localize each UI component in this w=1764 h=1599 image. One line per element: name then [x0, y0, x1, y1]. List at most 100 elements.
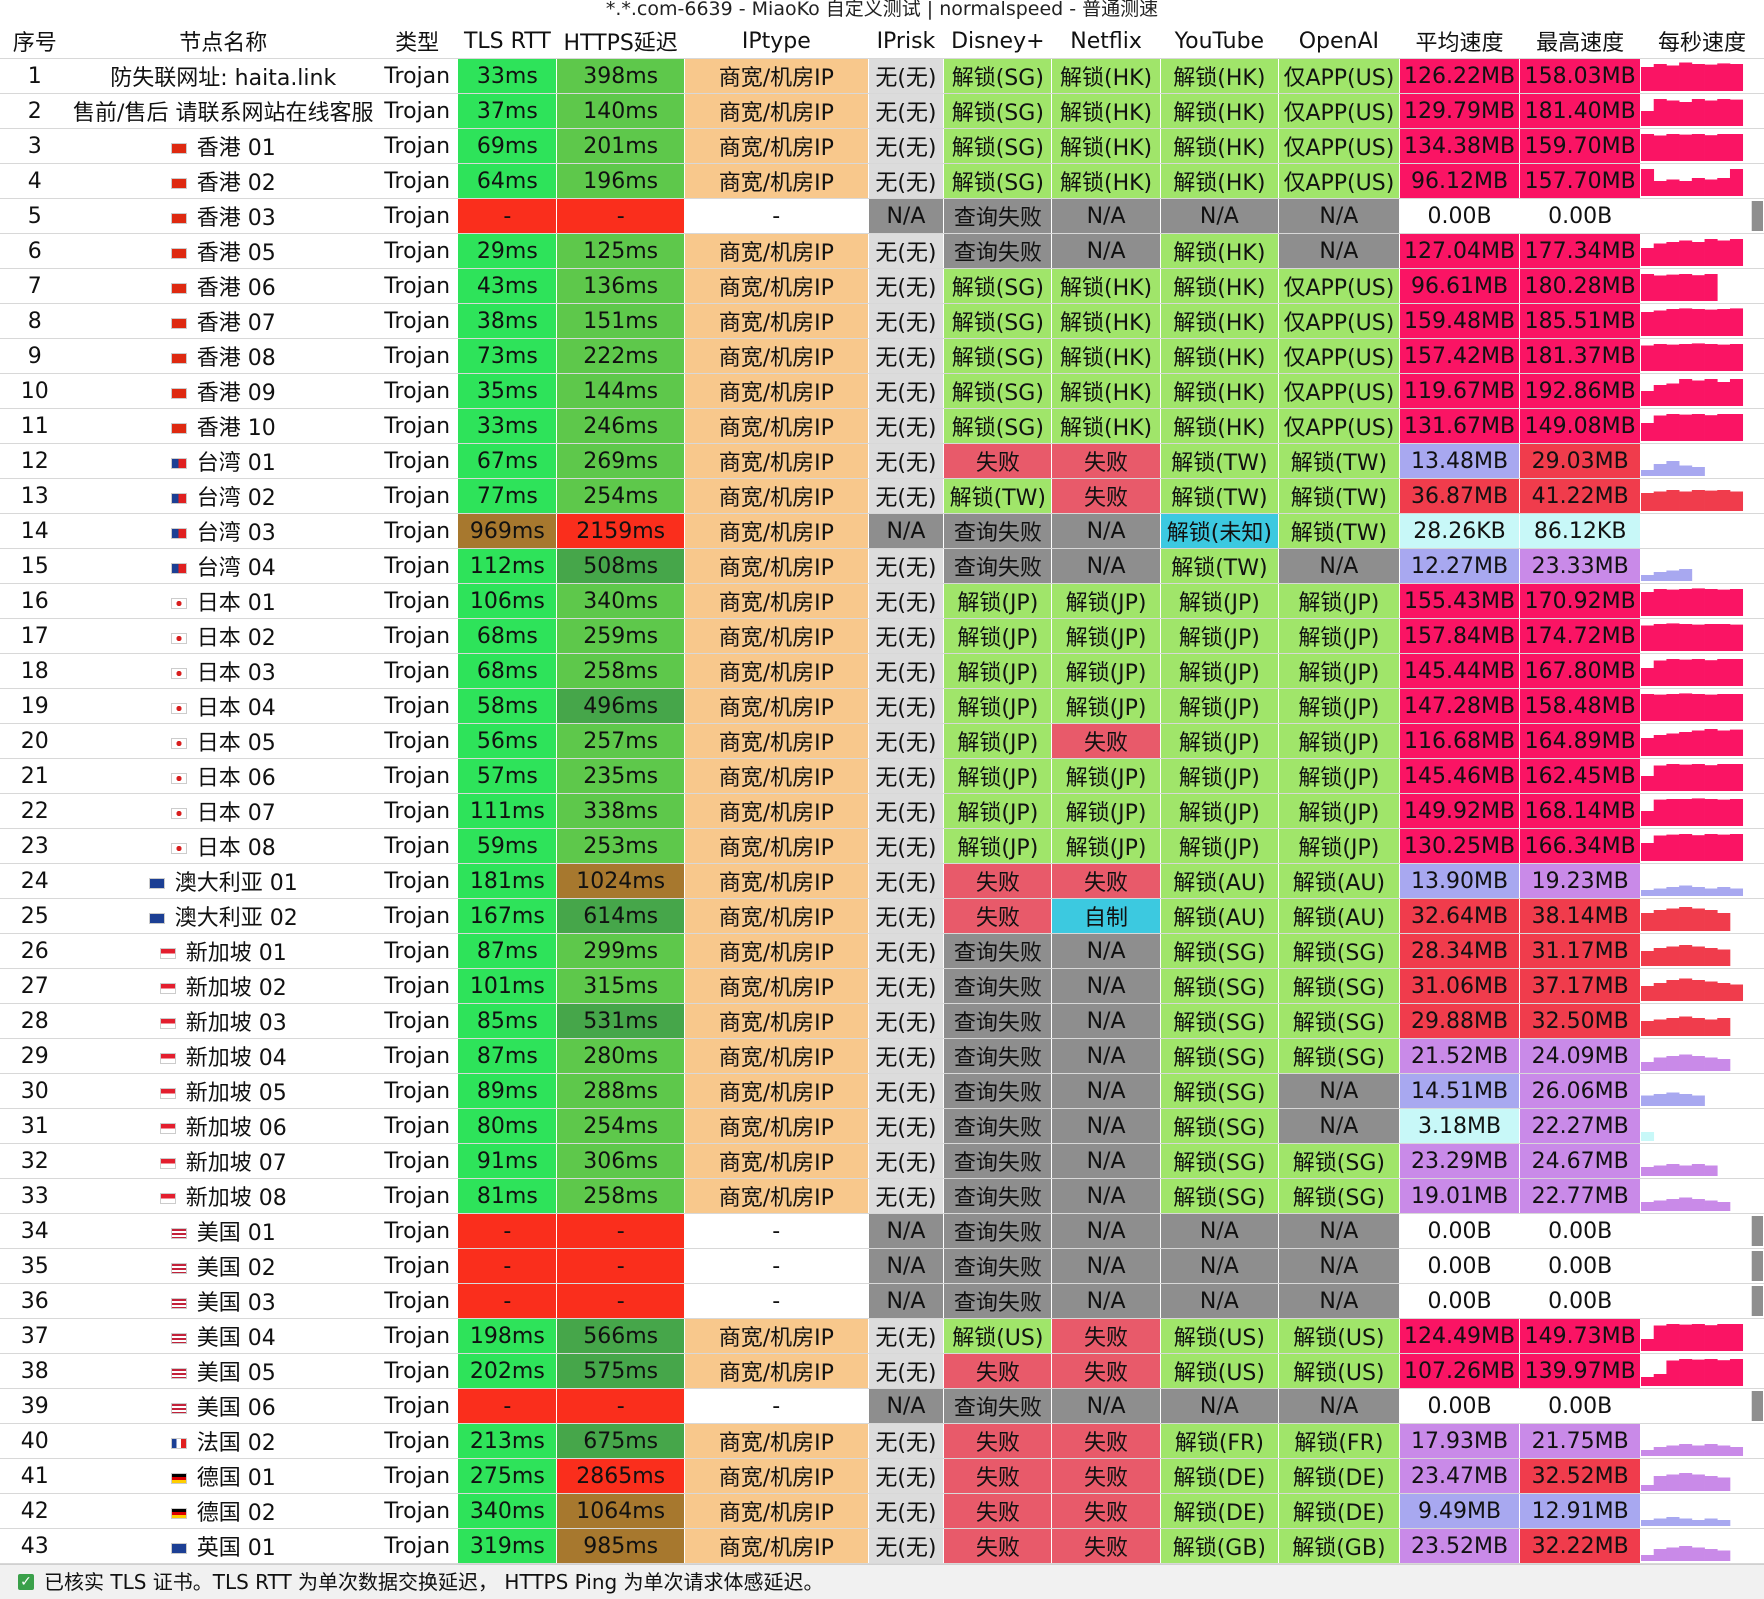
- sparkline-bar: [1653, 735, 1667, 756]
- cell-iptype: 商宽/机房IP: [684, 1528, 869, 1564]
- table-row[interactable]: 33 新加坡 08 Trojan 81ms 258ms 商宽/机房IP 无(无) 查询失败 N/…: [0, 1178, 1764, 1214]
- cell-openai: 仅APP(US): [1278, 128, 1400, 164]
- sparkline-bar: [1729, 888, 1744, 896]
- table-row[interactable]: 32 新加坡 07 Trojan 91ms 306ms 商宽/机房IP 无(无) 查询失败 N/…: [0, 1143, 1764, 1179]
- table-row[interactable]: 3 香港 01 Trojan 69ms 201ms 商宽/机房IP 无(无) 解锁(SG) 解锁…: [0, 128, 1764, 164]
- table-row[interactable]: 29 新加坡 04 Trojan 87ms 280ms 商宽/机房IP 无(无) 查询失败 N/…: [0, 1038, 1764, 1074]
- cell-https: 222ms: [556, 338, 685, 374]
- table-row[interactable]: 20 日本 05 Trojan 56ms 257ms 商宽/机房IP 无(无) 解锁(JP) 失…: [0, 723, 1764, 759]
- column-header[interactable]: HTTPS延迟: [556, 24, 685, 59]
- column-header[interactable]: IPtype: [684, 24, 869, 59]
- table-row[interactable]: 7 香港 06 Trojan 43ms 136ms 商宽/机房IP 无(无) 解锁(SG) 解锁…: [0, 268, 1764, 304]
- column-header[interactable]: YouTube: [1160, 24, 1280, 59]
- flag-icon: [159, 983, 176, 994]
- table-row[interactable]: 12 台湾 01 Trojan 67ms 269ms 商宽/机房IP 无(无) 失败 失败 解锁(…: [0, 443, 1764, 479]
- column-header[interactable]: TLS RTT: [457, 24, 558, 59]
- table-row[interactable]: 26 新加坡 01 Trojan 87ms 299ms 商宽/机房IP 无(无) 查询失败 N/…: [0, 933, 1764, 969]
- column-header[interactable]: 每秒速度: [1640, 24, 1764, 59]
- cell-tls: 38ms: [457, 303, 558, 339]
- table-row[interactable]: 4 香港 02 Trojan 64ms 196ms 商宽/机房IP 无(无) 解锁(SG) 解锁…: [0, 163, 1764, 199]
- table-row[interactable]: 24 澳大利亚 01 Trojan 181ms 1024ms 商宽/机房IP 无(无) 失败失…: [0, 863, 1764, 899]
- cell-disney: 解锁(US): [943, 1318, 1053, 1354]
- cell-iprisk: 无(无): [868, 408, 945, 444]
- cell-netflix: N/A: [1051, 198, 1161, 234]
- cell-avg: 127.04MB: [1399, 233, 1521, 269]
- table-row[interactable]: 40 法国 02 Trojan 213ms 675ms 商宽/机房IP 无(无) 失败 失败 解锁…: [0, 1423, 1764, 1459]
- sparkline-bar: [1653, 344, 1667, 371]
- table-row[interactable]: 30 新加坡 05 Trojan 89ms 288ms 商宽/机房IP 无(无) 查询失败 N/…: [0, 1073, 1764, 1109]
- column-header[interactable]: IPrisk: [868, 24, 945, 59]
- column-header[interactable]: Disney+: [943, 24, 1053, 59]
- cell-iprisk: 无(无): [868, 1423, 945, 1459]
- cell-https: 235ms: [556, 758, 685, 794]
- column-header[interactable]: Netflix: [1051, 24, 1161, 59]
- table-row[interactable]: 2 售前/售后 请联系网站在线客服 Trojan 37ms 140ms 商宽/机房IP 无(…: [0, 93, 1764, 129]
- sparkline-bar: [1666, 461, 1680, 476]
- table-row[interactable]: 21 日本 06 Trojan 57ms 235ms 商宽/机房IP 无(无) 解锁(JP) 解…: [0, 758, 1764, 794]
- cell-type: Trojan: [376, 268, 459, 304]
- cell-tls: 80ms: [457, 1108, 558, 1144]
- cell-name: 法国 02: [69, 1423, 378, 1459]
- cell-https: 299ms: [556, 933, 685, 969]
- cell-tls: 69ms: [457, 128, 558, 164]
- sparkline-bar: [1717, 490, 1731, 511]
- column-header[interactable]: 平均速度: [1399, 24, 1521, 59]
- cell-max: 21.75MB: [1519, 1423, 1641, 1459]
- cell-https: 258ms: [556, 1178, 685, 1214]
- cell-tls: 91ms: [457, 1143, 558, 1179]
- table-row[interactable]: 22 日本 07 Trojan 111ms 338ms 商宽/机房IP 无(无) 解锁(JP)…: [0, 793, 1764, 829]
- table-row[interactable]: 11 香港 10 Trojan 33ms 246ms 商宽/机房IP 无(无) 解锁(SG) 解…: [0, 408, 1764, 444]
- table-row[interactable]: 1 防失联网址: haita.link Trojan 33ms 398ms 商宽/机房IP…: [0, 58, 1764, 94]
- table-row[interactable]: 14 台湾 03 Trojan 969ms 2159ms 商宽/机房IP N/A 查询失败 N/…: [0, 513, 1764, 549]
- speed-sparkline: [1640, 834, 1744, 861]
- table-row[interactable]: 8 香港 07 Trojan 38ms 151ms 商宽/机房IP 无(无) 解锁(SG) 解锁…: [0, 303, 1764, 339]
- column-header[interactable]: 类型: [376, 24, 459, 59]
- table-row[interactable]: 27 新加坡 02 Trojan 101ms 315ms 商宽/机房IP 无(无) 查询失败 N…: [0, 968, 1764, 1004]
- cell-max: 38.14MB: [1519, 898, 1641, 934]
- table-row[interactable]: 15 台湾 04 Trojan 112ms 508ms 商宽/机房IP 无(无) 查询失败 N/…: [0, 548, 1764, 584]
- cell-type: Trojan: [376, 1073, 459, 1109]
- table-row[interactable]: 16 日本 01 Trojan 106ms 340ms 商宽/机房IP 无(无) 解锁(JP)…: [0, 583, 1764, 619]
- table-row[interactable]: 34 美国 01 Trojan - - - N/A 查询失败 N/A N/A N/A 0.00B 0.0…: [0, 1213, 1764, 1249]
- table-row[interactable]: 10 香港 09 Trojan 35ms 144ms 商宽/机房IP 无(无) 解锁(SG) 解…: [0, 373, 1764, 409]
- table-row[interactable]: 17 日本 02 Trojan 68ms 259ms 商宽/机房IP 无(无) 解锁(JP) 解…: [0, 618, 1764, 654]
- cell-name: 日本 03: [69, 653, 378, 689]
- table-row[interactable]: 19 日本 04 Trojan 58ms 496ms 商宽/机房IP 无(无) 解锁(JP) 解…: [0, 688, 1764, 724]
- table-row[interactable]: 41 德国 01 Trojan 275ms 2865ms 商宽/机房IP 无(无) 失败 失败解…: [0, 1458, 1764, 1494]
- table-row[interactable]: 42 德国 02 Trojan 340ms 1064ms 商宽/机房IP 无(无) 失败 失败解…: [0, 1493, 1764, 1529]
- table-row[interactable]: 37 美国 04 Trojan 198ms 566ms 商宽/机房IP 无(无) 解锁(US)…: [0, 1318, 1764, 1354]
- table-row[interactable]: 13 台湾 02 Trojan 77ms 254ms 商宽/机房IP 无(无) 解锁(TW) 失…: [0, 478, 1764, 514]
- table-row[interactable]: 23 日本 08 Trojan 59ms 253ms 商宽/机房IP 无(无) 解锁(JP) 解…: [0, 828, 1764, 864]
- table-row[interactable]: 9 香港 08 Trojan 73ms 222ms 商宽/机房IP 无(无) 解锁(SG) 解锁…: [0, 338, 1764, 374]
- sparkline-bar: [1717, 1360, 1731, 1386]
- column-header[interactable]: 序号: [0, 24, 71, 59]
- table-row[interactable]: 39 美国 06 Trojan - - - N/A 查询失败 N/A N/A N/A 0.00B 0.0…: [0, 1388, 1764, 1424]
- column-header[interactable]: OpenAI: [1278, 24, 1400, 59]
- cell-speed-graph: [1640, 303, 1764, 339]
- flag-icon: [170, 808, 187, 819]
- cell-netflix: N/A: [1051, 1283, 1161, 1319]
- cell-max: 24.67MB: [1519, 1143, 1641, 1179]
- sparkline-bar: [1640, 169, 1655, 196]
- table-row[interactable]: 28 新加坡 03 Trojan 85ms 531ms 商宽/机房IP 无(无) 查询失败 N/…: [0, 1003, 1764, 1039]
- column-header[interactable]: 节点名称: [69, 24, 378, 59]
- cell-netflix: 解锁(JP): [1051, 828, 1161, 864]
- sparkline-bar: [1679, 1359, 1693, 1386]
- table-row[interactable]: 36 美国 03 Trojan - - - N/A 查询失败 N/A N/A N/A 0.00B 0.0…: [0, 1283, 1764, 1319]
- table-row[interactable]: 25 澳大利亚 02 Trojan 167ms 614ms 商宽/机房IP 无(无) 失败 自制…: [0, 898, 1764, 934]
- node-name: 美国 04: [196, 1326, 276, 1351]
- cell-youtube: 解锁(SG): [1160, 968, 1280, 1004]
- table-row[interactable]: 31 新加坡 06 Trojan 80ms 254ms 商宽/机房IP 无(无) 查询失败 N/…: [0, 1108, 1764, 1144]
- table-row[interactable]: 38 美国 05 Trojan 202ms 575ms 商宽/机房IP 无(无) 失败 失败 解锁…: [0, 1353, 1764, 1389]
- table-row[interactable]: 5 香港 03 Trojan - - - N/A 查询失败 N/A N/A N/A 0.00B 0.00…: [0, 198, 1764, 234]
- speed-sparkline: [1640, 343, 1744, 371]
- cell-netflix: 解锁(HK): [1051, 93, 1161, 129]
- table-row[interactable]: 18 日本 03 Trojan 68ms 258ms 商宽/机房IP 无(无) 解锁(JP) 解…: [0, 653, 1764, 689]
- table-row[interactable]: 6 香港 05 Trojan 29ms 125ms 商宽/机房IP 无(无) 查询失败 N/A 解…: [0, 233, 1764, 269]
- cell-tls: 68ms: [457, 618, 558, 654]
- column-header[interactable]: 最高速度: [1519, 24, 1641, 59]
- table-row[interactable]: 35 美国 02 Trojan - - - N/A 查询失败 N/A N/A N/A 0.00B 0.0…: [0, 1248, 1764, 1284]
- speed-sparkline: [1640, 1473, 1731, 1491]
- table-row[interactable]: 43 英国 01 Trojan 319ms 985ms 商宽/机房IP 无(无) 失败 失败 解锁…: [0, 1528, 1764, 1564]
- sparkline-bar: [1704, 100, 1718, 126]
